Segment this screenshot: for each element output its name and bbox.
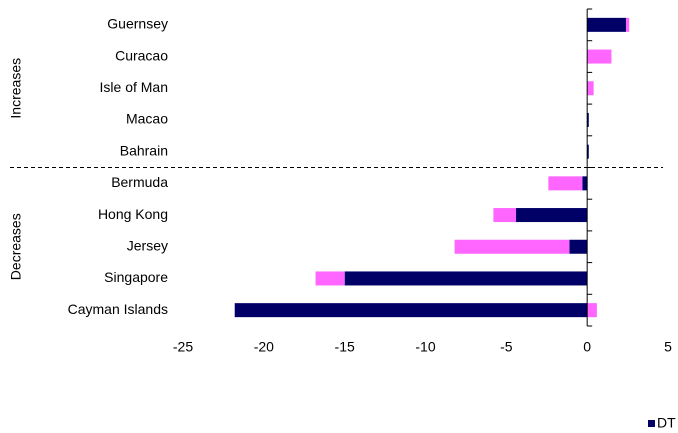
bar — [315, 271, 345, 286]
y-tick-label: Singapore — [104, 269, 168, 285]
bar — [344, 271, 588, 286]
y-tick-label: Hong Kong — [98, 206, 168, 222]
legend-label: DT — [657, 415, 676, 431]
x-tick-label: 5 — [664, 339, 672, 355]
legend-swatch — [648, 420, 655, 427]
y-tick-label: Bahrain — [120, 142, 168, 158]
bar — [516, 208, 588, 223]
x-tick-label: -20 — [254, 339, 274, 355]
x-tick-label: 0 — [583, 339, 591, 355]
bar — [625, 17, 630, 32]
y-tick-label: Curacao — [115, 47, 168, 63]
y-tick-label: Bermuda — [111, 174, 168, 190]
x-tick-label: -5 — [500, 339, 513, 355]
bar — [587, 81, 594, 96]
x-tick-label: -25 — [173, 339, 193, 355]
bar — [493, 208, 517, 223]
y-tick-label: Guernsey — [107, 16, 168, 32]
y-tick-label: Isle of Man — [100, 79, 168, 95]
bar — [454, 239, 570, 254]
y-tick-label: Cayman Islands — [68, 301, 168, 317]
y-tick-label: Jersey — [127, 237, 168, 253]
bar — [234, 303, 588, 318]
bar — [587, 17, 626, 32]
bar — [569, 239, 588, 254]
bar — [587, 112, 589, 127]
group-label: Decreases — [8, 213, 24, 280]
bar — [587, 49, 612, 64]
bar — [587, 303, 597, 318]
bar — [587, 144, 589, 159]
y-tick-label: Macao — [126, 111, 168, 127]
group-label: Increases — [8, 58, 24, 119]
bar — [582, 176, 588, 191]
x-tick-label: -15 — [335, 339, 355, 355]
bar — [548, 176, 583, 191]
x-tick-label: -10 — [415, 339, 435, 355]
